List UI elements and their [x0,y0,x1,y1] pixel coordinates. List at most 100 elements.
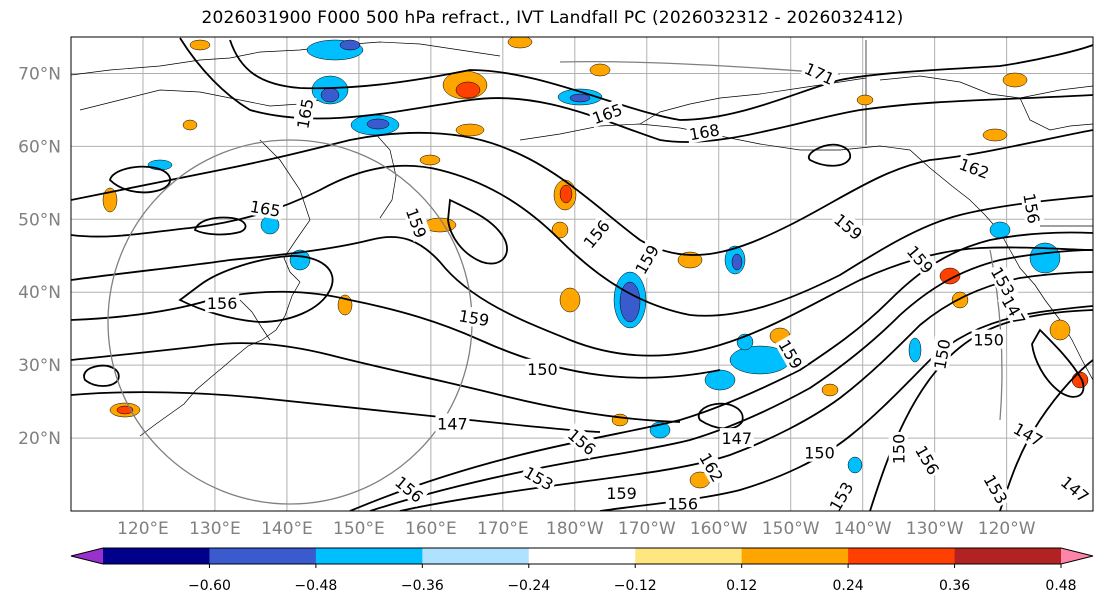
ivt-pc-patch [320,87,340,103]
colorbar-segment [209,548,317,564]
ivt-pc-patch [1002,72,1028,88]
ivt-pc-patch [366,118,390,130]
colorbar-tick-label: 0.24 [833,578,864,594]
colorbar-tick-label: −0.60 [188,578,231,594]
ivt-pc-patch [507,37,533,49]
contour-label: 150 [525,358,560,379]
ivt-pc-patch [551,221,569,239]
contour-label: 156 [205,293,240,313]
colorbar-outline [70,547,1094,565]
ivt-pc-patch [1049,319,1071,341]
latitude-label: 20°N [18,429,61,449]
ivt-pc-patch [939,267,961,285]
colorbar-tick-label: 0.48 [1045,578,1076,594]
ivt-pc-patch [569,93,591,103]
latitude-label: 50°N [18,210,61,230]
longitude-label: 170°E [477,519,529,539]
ivt-pc-patch [589,63,611,77]
colorbar-segment [954,548,1062,564]
colorbar-extend-high [1061,548,1093,564]
colorbar-segment [315,548,423,564]
colorbar-segment [848,548,956,564]
ivt-pc-patch [559,184,573,204]
ivt-pc-patch [731,253,743,271]
contour-label: 156 [1019,189,1045,227]
contour-label: 159 [604,482,639,503]
ivt-pc-patch [847,456,863,474]
longitude-label: 160°E [405,519,457,539]
ivt-pc-patch [856,94,874,106]
longitude-label: 120°E [117,519,169,539]
colorbar-segment [528,548,636,564]
longitude-label: 130°W [906,519,964,539]
colorbar-segment [741,548,849,564]
longitude-label: 150°W [762,519,820,539]
ivt-pc-patch [611,413,629,427]
latitude-label: 70°N [18,64,61,84]
map-frame [70,36,1094,512]
svg-text:147: 147 [437,414,468,433]
ivt-pc-patch [189,39,211,51]
svg-text:150: 150 [527,360,558,379]
colorbar-segment [635,548,743,564]
svg-text:150: 150 [890,434,909,465]
latitude-label: 30°N [18,356,61,376]
longitude-label: 140°E [261,519,313,539]
contour-label: 156 [665,493,700,511]
longitude-label: 120°W [978,519,1036,539]
colorbar-tick-label: −0.24 [507,578,550,594]
contour-label: 159 [402,203,432,243]
ivt-pc-patch [951,291,969,309]
ivt-pc-patch [989,221,1011,239]
svg-text:150: 150 [973,331,1004,350]
longitude-labels: 120°E 130°E 140°E 150°E 160°E 170°E 180°W 170°W… [117,519,1036,539]
map-title: 2026031900 F000 500 hPa refract., IVT La… [201,8,904,28]
ivt-pc-patch [619,281,641,323]
contour-label: 147 [719,428,754,448]
colorbar-tick-label: 0.12 [726,578,757,594]
colorbar-extend-low [71,548,103,564]
colorbar-segment [103,548,210,564]
ivt-pc-shading [102,37,1089,489]
ivt-pc-patch [908,337,922,363]
longitude-label: 140°W [834,519,892,539]
ivt-pc-patch [559,287,581,313]
ivt-pc-patch [419,154,441,166]
ivt-pc-patch [182,119,198,131]
latitude-labels: 70°N 60°N 50°N 40°N 30°N 20°N [18,64,61,449]
latitude-label: 40°N [18,283,61,303]
colorbar-tick-label: −0.36 [401,578,444,594]
colorbar-tick-label: 0.36 [939,578,970,594]
ivt-pc-patch [289,249,311,271]
longitude-label: 150°E [333,519,385,539]
colorbar-tick-label: −0.48 [294,578,337,594]
longitude-label: 180°W [546,519,604,539]
svg-text:147: 147 [721,429,752,448]
contour-label: 147 [435,413,470,433]
ivt-pc-patch [982,128,1008,142]
ivt-pc-patch [1029,242,1061,274]
contour-label: 168 [685,118,723,144]
ivt-pc-patch [1071,371,1089,389]
contour-label: 153 [519,461,559,494]
colorbar-tick-label: −0.12 [614,578,657,594]
longitude-label: 170°W [618,519,676,539]
colorbar-segment [422,548,530,564]
contour-label: 150 [971,329,1006,350]
latitude-label: 60°N [18,137,61,157]
ivt-pc-patch [677,251,703,269]
ivt-pc-patch [455,81,481,99]
contour-label: 150 [802,442,837,463]
ivt-pc-patch [704,369,736,391]
longitude-label: 160°W [690,519,748,539]
svg-text:156: 156 [207,294,238,313]
contour-label: 150 [888,432,909,467]
ivt-pc-patch [455,123,485,137]
graticule [71,37,1093,511]
ivt-pc-patch [102,187,118,213]
longitude-label: 130°E [189,519,241,539]
svg-text:150: 150 [804,444,835,463]
reference-arc [559,60,841,75]
